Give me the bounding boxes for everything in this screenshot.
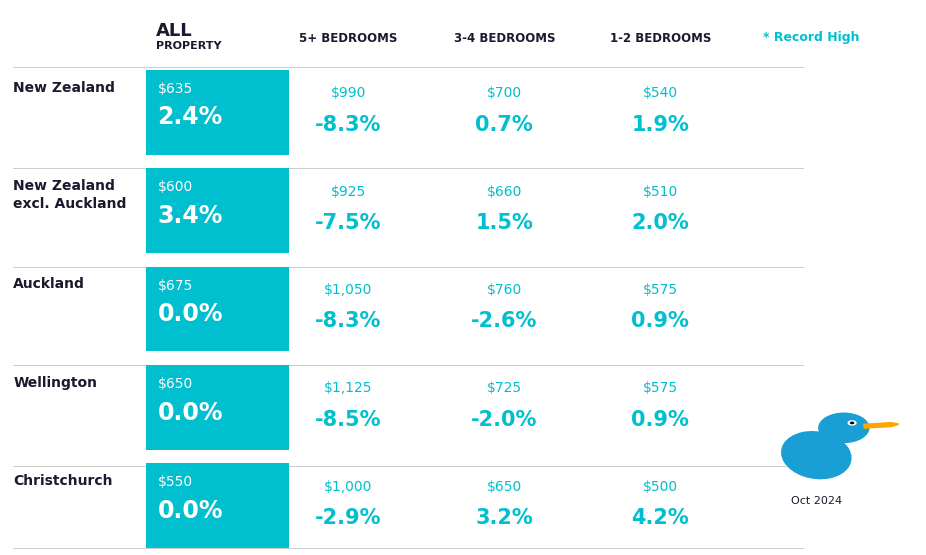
Text: 5+ BEDROOMS: 5+ BEDROOMS bbox=[299, 32, 397, 44]
Text: 3.4%: 3.4% bbox=[157, 204, 223, 228]
Text: ALL: ALL bbox=[156, 22, 193, 39]
Text: 4.2%: 4.2% bbox=[632, 508, 689, 528]
Text: $500: $500 bbox=[643, 480, 678, 494]
Text: -2.6%: -2.6% bbox=[471, 311, 537, 331]
Text: 1.5%: 1.5% bbox=[475, 213, 533, 233]
Text: $1,000: $1,000 bbox=[324, 480, 372, 494]
FancyBboxPatch shape bbox=[146, 365, 289, 450]
Text: 0.0%: 0.0% bbox=[157, 401, 223, 425]
FancyBboxPatch shape bbox=[146, 70, 289, 154]
Text: $510: $510 bbox=[643, 185, 678, 199]
FancyBboxPatch shape bbox=[146, 463, 289, 548]
Text: $925: $925 bbox=[331, 185, 366, 199]
Text: 2.4%: 2.4% bbox=[157, 105, 222, 129]
Text: New Zealand
excl. Auckland: New Zealand excl. Auckland bbox=[13, 179, 127, 211]
Text: Christchurch: Christchurch bbox=[13, 475, 113, 488]
Text: PROPERTY: PROPERTY bbox=[156, 41, 221, 52]
Text: * Record High: * Record High bbox=[763, 32, 860, 44]
Circle shape bbox=[819, 412, 870, 443]
Text: $990: $990 bbox=[331, 86, 366, 100]
Text: -7.5%: -7.5% bbox=[315, 213, 382, 233]
Text: $575: $575 bbox=[643, 283, 678, 297]
Text: $725: $725 bbox=[487, 381, 522, 395]
Text: $760: $760 bbox=[487, 283, 522, 297]
Text: -8.3%: -8.3% bbox=[315, 311, 382, 331]
Text: Oct 2024: Oct 2024 bbox=[791, 496, 842, 506]
Text: $635: $635 bbox=[157, 82, 193, 96]
Text: $1,050: $1,050 bbox=[324, 283, 372, 297]
Text: $550: $550 bbox=[157, 476, 193, 490]
Text: -8.3%: -8.3% bbox=[315, 114, 382, 135]
FancyArrow shape bbox=[864, 423, 899, 428]
Text: 1.9%: 1.9% bbox=[632, 114, 689, 135]
Text: $575: $575 bbox=[643, 381, 678, 395]
FancyBboxPatch shape bbox=[146, 266, 289, 351]
Circle shape bbox=[850, 422, 855, 424]
Text: $650: $650 bbox=[157, 377, 193, 391]
Text: $1,125: $1,125 bbox=[324, 381, 372, 395]
Text: $700: $700 bbox=[487, 86, 522, 100]
Text: 1-2 BEDROOMS: 1-2 BEDROOMS bbox=[609, 32, 711, 44]
Text: 0.0%: 0.0% bbox=[157, 499, 223, 523]
Ellipse shape bbox=[781, 431, 852, 480]
Text: -2.0%: -2.0% bbox=[471, 410, 537, 430]
Text: 2.0%: 2.0% bbox=[632, 213, 689, 233]
Text: Auckland: Auckland bbox=[13, 278, 85, 291]
Text: -2.9%: -2.9% bbox=[315, 508, 382, 528]
Text: Wellington: Wellington bbox=[13, 376, 97, 390]
Text: $650: $650 bbox=[487, 480, 522, 494]
Text: 3-4 BEDROOMS: 3-4 BEDROOMS bbox=[454, 32, 555, 44]
Text: New Zealand: New Zealand bbox=[13, 80, 115, 95]
Text: 3.2%: 3.2% bbox=[475, 508, 533, 528]
Text: 0.7%: 0.7% bbox=[475, 114, 533, 135]
Text: 0.9%: 0.9% bbox=[632, 410, 689, 430]
Text: -8.5%: -8.5% bbox=[315, 410, 382, 430]
Text: $600: $600 bbox=[157, 180, 193, 194]
FancyBboxPatch shape bbox=[146, 168, 289, 253]
Circle shape bbox=[847, 420, 857, 426]
Text: 0.9%: 0.9% bbox=[632, 311, 689, 331]
Text: $540: $540 bbox=[643, 86, 678, 100]
Text: 0.0%: 0.0% bbox=[157, 302, 223, 326]
Text: $675: $675 bbox=[157, 279, 193, 292]
Text: $660: $660 bbox=[486, 185, 522, 199]
